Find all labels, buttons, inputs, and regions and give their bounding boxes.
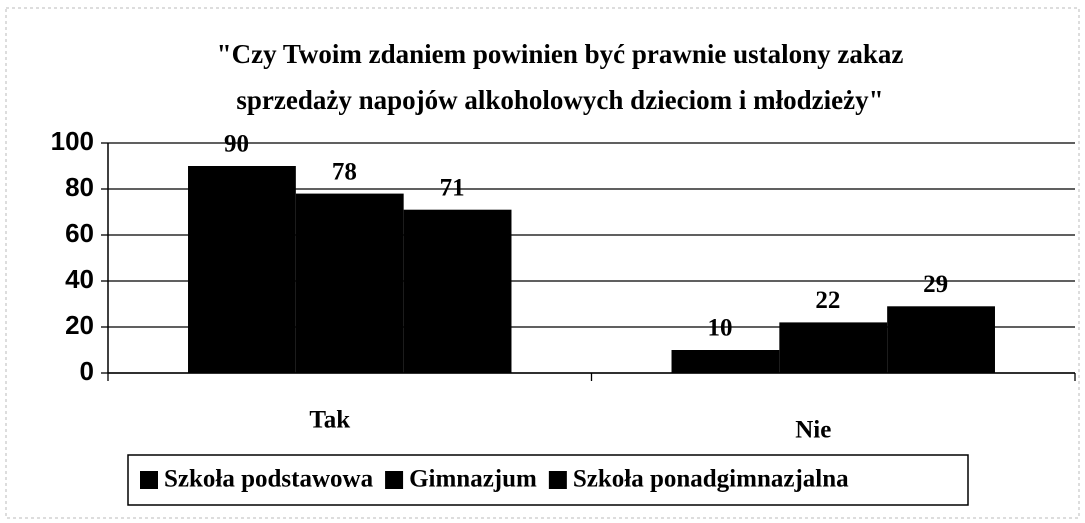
bar bbox=[295, 193, 404, 373]
legend-swatch bbox=[548, 471, 567, 489]
data-label: 10 bbox=[708, 315, 733, 342]
bar bbox=[188, 166, 296, 373]
y-tick-label: 60 bbox=[65, 218, 94, 248]
bar bbox=[403, 209, 512, 373]
legend-swatch bbox=[140, 471, 158, 489]
bar bbox=[779, 322, 888, 373]
data-label: 22 bbox=[815, 287, 840, 314]
x-tick-label: Nie bbox=[795, 417, 831, 444]
legend-label: Szkoła ponadgimnazjalna bbox=[573, 466, 849, 493]
chart-title: "Czy Twoim zdaniem powinien być prawnie … bbox=[217, 39, 904, 69]
legend-label: Szkoła podstawowa bbox=[164, 466, 374, 493]
y-tick-label: 80 bbox=[65, 172, 94, 202]
data-label: 29 bbox=[923, 271, 948, 298]
y-tick-label: 20 bbox=[65, 310, 94, 340]
data-label: 78 bbox=[332, 158, 357, 185]
y-tick-label: 40 bbox=[65, 264, 94, 294]
y-tick-label: 100 bbox=[51, 126, 94, 156]
legend-label: Gimnazjum bbox=[409, 466, 537, 493]
y-tick-label: 0 bbox=[80, 356, 94, 386]
chart-border bbox=[5, 7, 1080, 519]
x-tick-label: Tak bbox=[309, 407, 350, 434]
bar bbox=[887, 306, 995, 373]
legend-swatch bbox=[385, 471, 404, 489]
bar bbox=[671, 350, 780, 373]
legend-box bbox=[127, 454, 969, 506]
data-label: 71 bbox=[440, 174, 465, 201]
chart-title: sprzedaży napojów alkoholowych dzieciom … bbox=[236, 85, 883, 115]
data-label: 90 bbox=[224, 131, 249, 158]
